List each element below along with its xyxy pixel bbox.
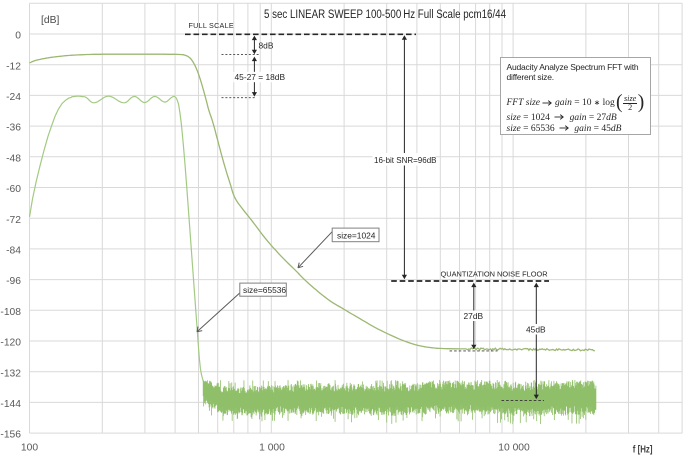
svg-text:27dB: 27dB	[464, 311, 484, 321]
svg-text:size=65536: size=65536	[243, 285, 286, 295]
svg-text:45dB: 45dB	[526, 325, 546, 335]
svg-text:size=1024: size=1024	[337, 230, 376, 240]
svg-text:45-27 = 18dB: 45-27 = 18dB	[235, 72, 286, 82]
svg-text:16-bit SNR=96dB: 16-bit SNR=96dB	[374, 156, 436, 165]
svg-text:QUANTIZATION NOISE FLOOR: QUANTIZATION NOISE FLOOR	[441, 269, 548, 278]
svg-text:5 sec LINEAR SWEEP 100-500 Hz: 5 sec LINEAR SWEEP 100-500 Hz Full Scale…	[264, 7, 506, 21]
svg-text:-36: -36	[6, 123, 21, 134]
svg-text:0: 0	[15, 31, 21, 42]
svg-text:-72: -72	[6, 215, 21, 226]
svg-text:-156: -156	[0, 430, 21, 441]
svg-text:-48: -48	[6, 153, 21, 164]
svg-text:100: 100	[21, 443, 38, 454]
svg-text:-108: -108	[0, 307, 21, 318]
svg-text:-96: -96	[6, 276, 21, 287]
svg-text:-144: -144	[0, 399, 21, 410]
svg-text:FULL SCALE: FULL SCALE	[189, 21, 234, 30]
svg-text:f [Hz]: f [Hz]	[633, 445, 653, 456]
svg-text:-120: -120	[0, 338, 21, 349]
svg-text:1 000: 1 000	[259, 443, 285, 454]
svg-text:-132: -132	[0, 368, 21, 379]
svg-text:-12: -12	[6, 61, 21, 72]
svg-text:-60: -60	[6, 184, 21, 195]
svg-text:-84: -84	[6, 246, 21, 257]
svg-text:8dB: 8dB	[259, 40, 274, 50]
svg-text:10 000: 10 000	[498, 443, 530, 454]
svg-text:[dB]: [dB]	[41, 15, 59, 26]
svg-text:-24: -24	[6, 92, 21, 103]
